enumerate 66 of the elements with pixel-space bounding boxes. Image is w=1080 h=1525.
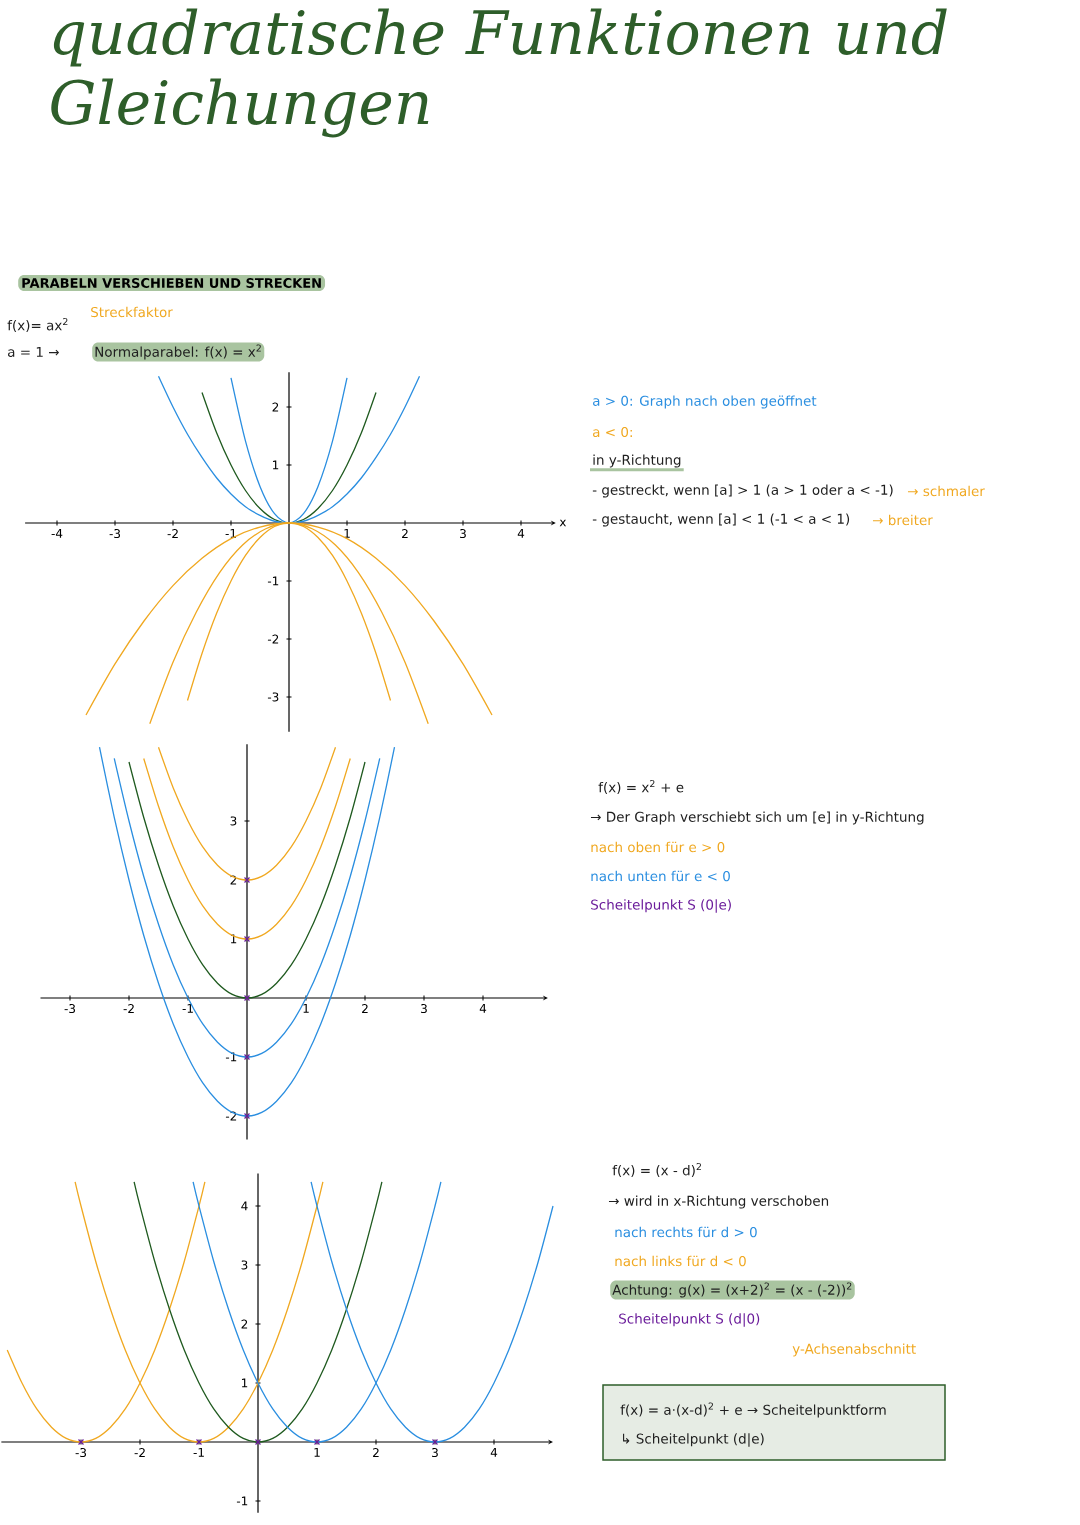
text: - gestreckt, wenn [a] > 1 (a > 1 oder a < -1)	[592, 484, 893, 498]
text: f(x) = (x - d)$^{2}$	[612, 1162, 701, 1178]
y-tick-label: 3	[241, 1260, 248, 1270]
line-series	[157, 375, 421, 524]
x-tick-label: 4	[479, 1004, 487, 1013]
x-tick-label: -2	[167, 529, 178, 538]
text: - gestaucht, wenn [a] < 1 (-1 < a < 1)	[592, 513, 850, 527]
y-tick-label: -3	[267, 692, 279, 702]
x-tick-label: 4	[490, 1448, 498, 1457]
text: a < 0:	[593, 426, 632, 438]
text: → Der Graph verschiebt sich um [e] in y-Richtung	[590, 811, 924, 825]
y-tick-label: -2	[225, 1111, 237, 1121]
x-tick-label: -1	[182, 1004, 193, 1013]
x-tick-label: 3	[421, 1004, 427, 1014]
x-tick-label: 4	[517, 529, 525, 538]
text: Scheitelpunkt S (0|e)	[591, 899, 731, 913]
x-tick-label: 1	[303, 1004, 309, 1013]
text: Scheitelpunkt S (d|0)	[619, 1313, 760, 1327]
y-tick-label: 3	[230, 816, 237, 826]
y-tick-label: 1	[241, 1378, 248, 1388]
text: f(x) = a·(x-d)$^{2}$ + e → Scheitelpunktform	[620, 1402, 886, 1418]
text: Normalparabel: f(x) = x$^{2}$	[95, 344, 261, 360]
y-tick-label: 1	[272, 460, 279, 470]
x-tick-label: 2	[362, 1004, 368, 1013]
text: a = 1 →	[8, 346, 59, 357]
y-tick-label: -1	[267, 576, 279, 586]
text: nach unten für e < 0	[591, 870, 730, 882]
line-series	[128, 761, 366, 999]
x-tick-label: 3	[432, 1448, 438, 1458]
text: Achtung: g(x) = (x+2)$^{2}$ = (x - (-2))$^{2}$	[612, 1282, 852, 1298]
y-tick-label: -2	[267, 634, 279, 644]
x-tick-label: -3	[75, 1448, 87, 1458]
x-tick-label: -4	[51, 529, 63, 538]
text: → schmaler	[907, 485, 985, 497]
x-tick-label: -3	[64, 1004, 76, 1014]
y-tick-label: -1	[236, 1496, 248, 1506]
text: nach links für d < 0	[615, 1255, 746, 1267]
text: f(x)= ax$^{2}$	[7, 317, 68, 332]
x-tick-label: 1	[344, 529, 350, 538]
x-tick-label: -2	[123, 1004, 134, 1013]
x-tick-label: 1	[314, 1448, 320, 1457]
y-tick-label: 2	[272, 402, 279, 412]
text: Streckfaktor	[91, 306, 173, 318]
x-tick-label: 3	[460, 529, 466, 539]
text: f(x) = x$^{2}$ + e	[598, 779, 684, 795]
text: → breiter	[872, 514, 933, 526]
x-tick-label: 2	[402, 529, 408, 538]
x-axis-title: x	[559, 519, 567, 527]
text: nach rechts für d > 0	[615, 1226, 757, 1238]
x-tick-label: -1	[193, 1448, 204, 1457]
x-tick-label: -3	[109, 529, 121, 539]
y-tick-label: 2	[241, 1319, 248, 1329]
text: → wird in x-Richtung verschoben	[608, 1195, 829, 1209]
text: nach oben für e > 0	[591, 841, 725, 853]
y-tick-label: 4	[241, 1201, 248, 1211]
text: y-Achsenabschnitt	[792, 1343, 916, 1357]
x-tick-label: 2	[373, 1448, 379, 1457]
y-tick-label: 2	[230, 875, 237, 885]
chart-subtitle: PARABELN VERSCHIEBEN UND STRECKEN	[22, 278, 321, 288]
line-series	[133, 1181, 383, 1443]
text: a > 0: Graph nach oben geöffnet	[593, 395, 817, 409]
chart-title: quadratische Funktionen und Gleichungen	[51, 8, 947, 138]
line-series	[201, 391, 377, 524]
text: ↳ Scheitelpunkt (d|e)	[623, 1433, 764, 1447]
x-tick-label: -2	[134, 1448, 145, 1457]
text: in y-Richtung	[593, 454, 681, 468]
